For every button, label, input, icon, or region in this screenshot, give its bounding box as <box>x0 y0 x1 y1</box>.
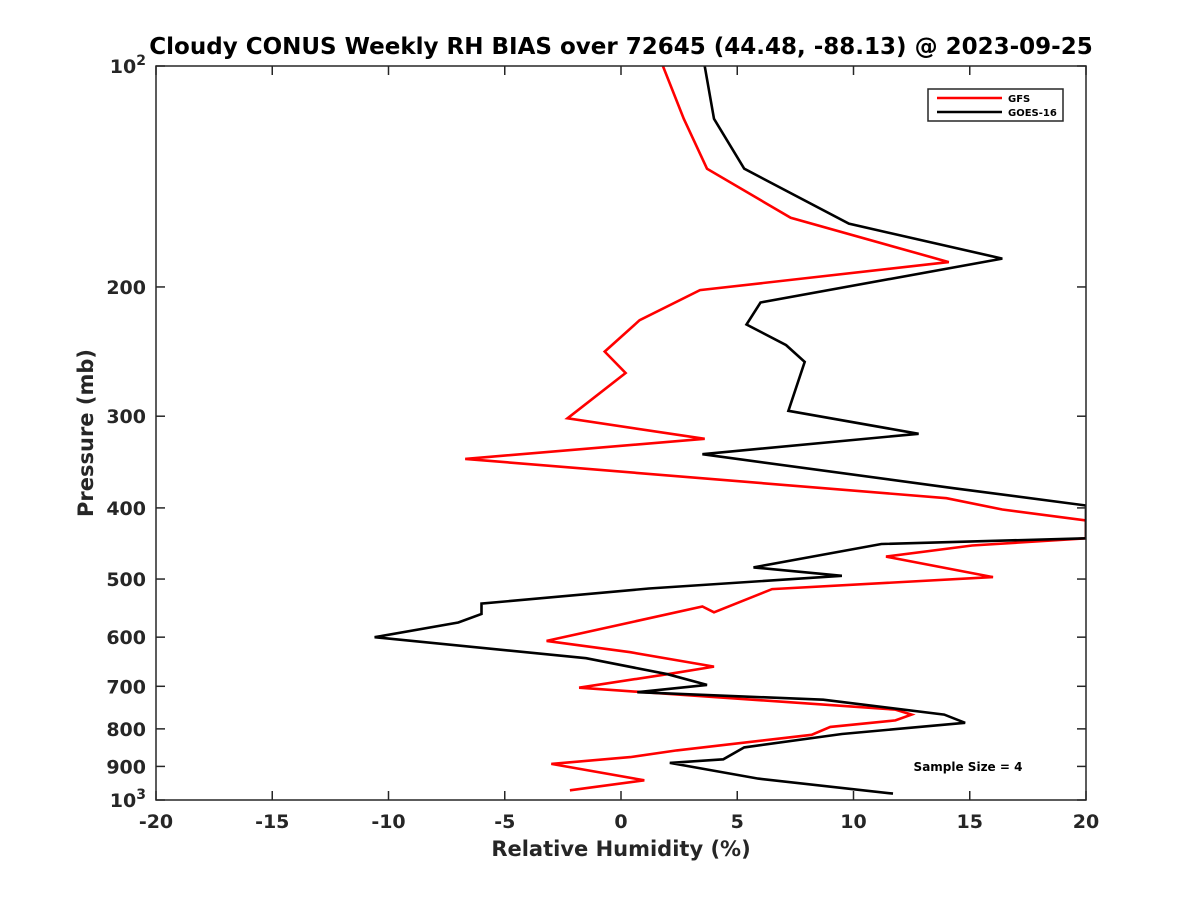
y-tick-label: 800 <box>106 719 146 741</box>
y-tick-label: 400 <box>106 498 146 520</box>
y-tick-label: 700 <box>106 676 146 698</box>
y-tick-label: 103 <box>110 787 146 812</box>
y-tick-label: 500 <box>106 569 146 591</box>
series-line-gfs <box>465 66 1086 792</box>
x-tick-label: 20 <box>1073 811 1099 833</box>
sample-size-annotation: Sample Size = 4 <box>914 760 1023 774</box>
legend-label: GFS <box>1008 94 1030 105</box>
x-tick-label: 10 <box>840 811 866 833</box>
x-tick-label: 5 <box>731 811 744 833</box>
legend-label: GOES-16 <box>1008 108 1057 119</box>
x-tick-label: -15 <box>255 811 289 833</box>
x-tick-label: 0 <box>614 811 627 833</box>
x-tick-label: -20 <box>139 811 173 833</box>
chart-title: Cloudy CONUS Weekly RH BIAS over 72645 (… <box>149 34 1092 60</box>
tick-layer: -20 -15 -10 -5 0 5 10 15 20 102 200 300 400 500 600 700… <box>106 53 1099 833</box>
y-tick-label: 200 <box>106 277 146 299</box>
x-tick-label: -10 <box>371 811 405 833</box>
legend: GFS GOES-16 <box>927 88 1064 122</box>
series-line-goes-16 <box>374 66 1086 795</box>
y-tick-label: 600 <box>106 627 146 649</box>
x-tick-label: 15 <box>957 811 983 833</box>
series-layer <box>374 66 1086 795</box>
x-tick-label: -5 <box>494 811 515 833</box>
y-axis-label: Pressure (mb) <box>74 349 98 517</box>
y-tick-label: 300 <box>106 406 146 428</box>
y-tick-label: 900 <box>106 756 146 778</box>
x-axis-label: Relative Humidity (%) <box>491 837 750 861</box>
y-tick-label: 102 <box>110 53 146 78</box>
legend-box <box>927 88 1064 122</box>
